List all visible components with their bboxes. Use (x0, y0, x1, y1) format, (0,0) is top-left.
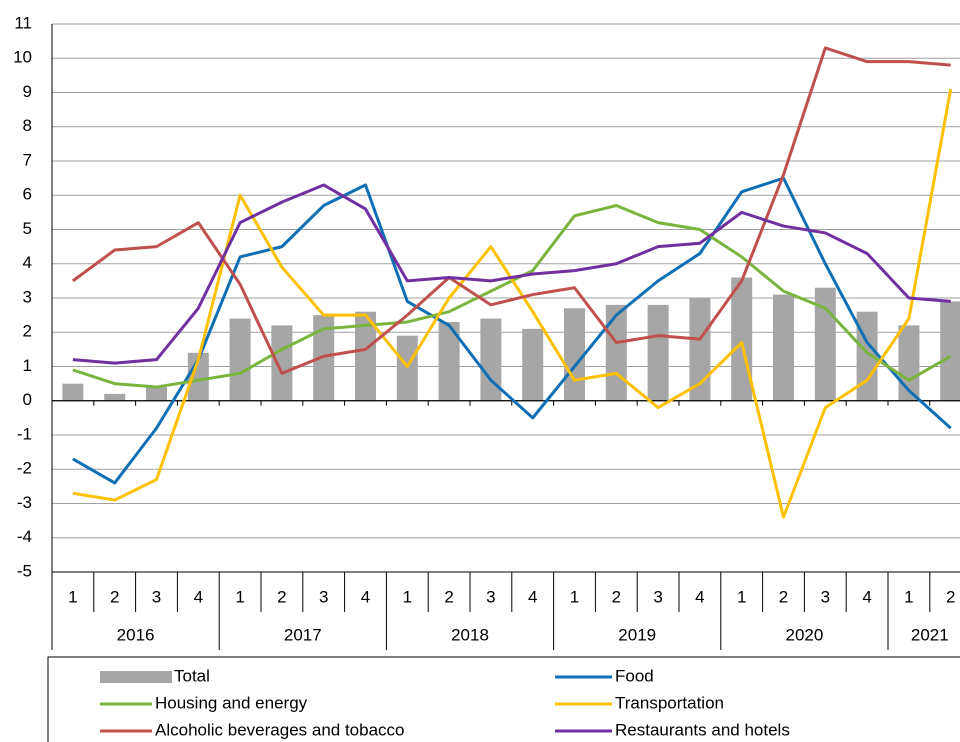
bar (271, 325, 293, 401)
bar (940, 301, 960, 401)
bar (396, 335, 418, 401)
series-line (72, 183, 951, 365)
x-tick-label: 2 (612, 587, 621, 606)
y-tick-label: 2 (23, 322, 32, 341)
x-tick-label: 4 (361, 587, 370, 606)
y-tick-label: -1 (17, 424, 32, 443)
bar (605, 304, 627, 401)
bar (229, 318, 251, 401)
y-tick-label: 1 (23, 356, 32, 375)
bar (731, 277, 753, 401)
x-tick-label: 2 (444, 587, 453, 606)
x-tick-label: 1 (235, 587, 244, 606)
y-tick-label: 11 (14, 13, 32, 32)
x-tick-label: 3 (152, 587, 161, 606)
x-tick-label: 2 (110, 587, 119, 606)
y-tick-label: 6 (23, 185, 32, 204)
legend-box (47, 656, 960, 742)
bar (689, 298, 711, 401)
y-tick-label: 7 (23, 150, 32, 169)
x-group-label: 2018 (451, 625, 489, 644)
bar (522, 328, 544, 401)
bar (313, 315, 335, 401)
series-line (72, 176, 952, 485)
x-tick-label: 3 (486, 587, 495, 606)
bar (438, 321, 460, 401)
y-tick-label: 4 (23, 253, 32, 272)
legend-label: Housing and energy (155, 693, 308, 712)
legend-label: Alcoholic beverages and tobacco (155, 720, 405, 739)
x-tick-label: 1 (737, 587, 746, 606)
y-tick-label: 9 (23, 82, 32, 101)
x-tick-label: 3 (319, 587, 328, 606)
x-tick-label: 4 (194, 587, 203, 606)
series-line (72, 46, 951, 375)
legend-label: Food (615, 666, 654, 685)
x-tick-label: 1 (403, 587, 412, 606)
x-group-label: 2016 (117, 625, 155, 644)
y-tick-label: 8 (23, 116, 32, 135)
bar (187, 352, 209, 401)
bar (355, 311, 376, 401)
bar (564, 308, 585, 401)
bar (773, 294, 794, 401)
series-line (72, 88, 953, 519)
x-group-label: 2019 (618, 625, 656, 644)
x-tick-label: 1 (904, 587, 913, 606)
bar (146, 387, 167, 401)
x-tick-label: 4 (862, 587, 871, 606)
y-tick-label: -5 (17, 561, 32, 580)
legend-label: Total (174, 666, 210, 685)
y-tick-label: -2 (17, 459, 32, 478)
bar (480, 318, 502, 401)
x-tick-label: 2 (946, 587, 955, 606)
bar (647, 304, 669, 401)
y-tick-label: -3 (17, 493, 32, 512)
x-group-label: 2020 (785, 625, 823, 644)
y-tick-label: 5 (23, 219, 32, 238)
bar (898, 325, 920, 401)
bar (104, 393, 126, 401)
y-tick-label: -4 (17, 527, 32, 546)
legend-swatch (100, 671, 172, 683)
x-tick-label: 1 (68, 587, 77, 606)
x-tick-label: 2 (779, 587, 788, 606)
bar (62, 383, 84, 401)
y-tick-label: 0 (23, 390, 32, 409)
x-tick-label: 4 (695, 587, 704, 606)
y-tick-label: 10 (13, 48, 32, 67)
x-tick-label: 1 (570, 587, 579, 606)
x-tick-label: 2 (277, 587, 286, 606)
x-tick-label: 3 (821, 587, 830, 606)
x-group-label: 2021 (911, 625, 949, 644)
y-tick-label: 3 (23, 287, 32, 306)
x-group-label: 2017 (284, 625, 322, 644)
x-tick-label: 3 (653, 587, 662, 606)
legend-label: Restaurants and hotels (615, 720, 790, 739)
x-tick-label: 4 (528, 587, 537, 606)
legend-label: Transportation (615, 693, 724, 712)
